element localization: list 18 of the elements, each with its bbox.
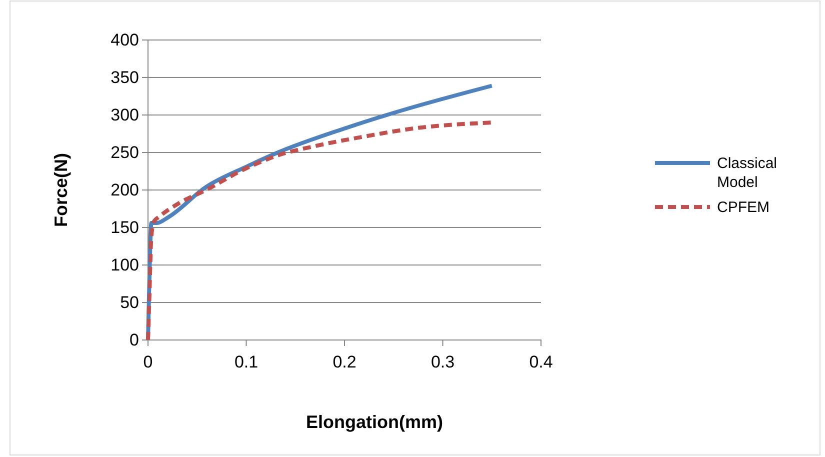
legend-label: CPFEM xyxy=(717,199,770,216)
y-tick-label: 250 xyxy=(110,142,139,162)
y-tick-label: 0 xyxy=(130,330,139,350)
legend-label: Classical Model xyxy=(717,155,778,191)
x-axis-title: Elongation(mm) xyxy=(306,412,443,432)
x-tick-label: 0.4 xyxy=(529,352,553,372)
x-tick-label: 0.1 xyxy=(234,352,258,372)
y-tick-label: 200 xyxy=(110,180,139,200)
y-axis-title: Force(N) xyxy=(51,152,71,228)
y-tick-label: 150 xyxy=(110,218,139,237)
x-tick-label: 0.2 xyxy=(332,352,356,372)
x-tick-label: 0 xyxy=(143,352,153,372)
y-tick-label: 350 xyxy=(110,68,139,87)
y-tick-label: 50 xyxy=(120,292,139,312)
y-tick-label: 300 xyxy=(110,105,139,124)
y-tick-label: 100 xyxy=(110,255,139,274)
x-tick-label: 0.3 xyxy=(430,352,455,372)
y-tick-label: 400 xyxy=(110,30,139,50)
